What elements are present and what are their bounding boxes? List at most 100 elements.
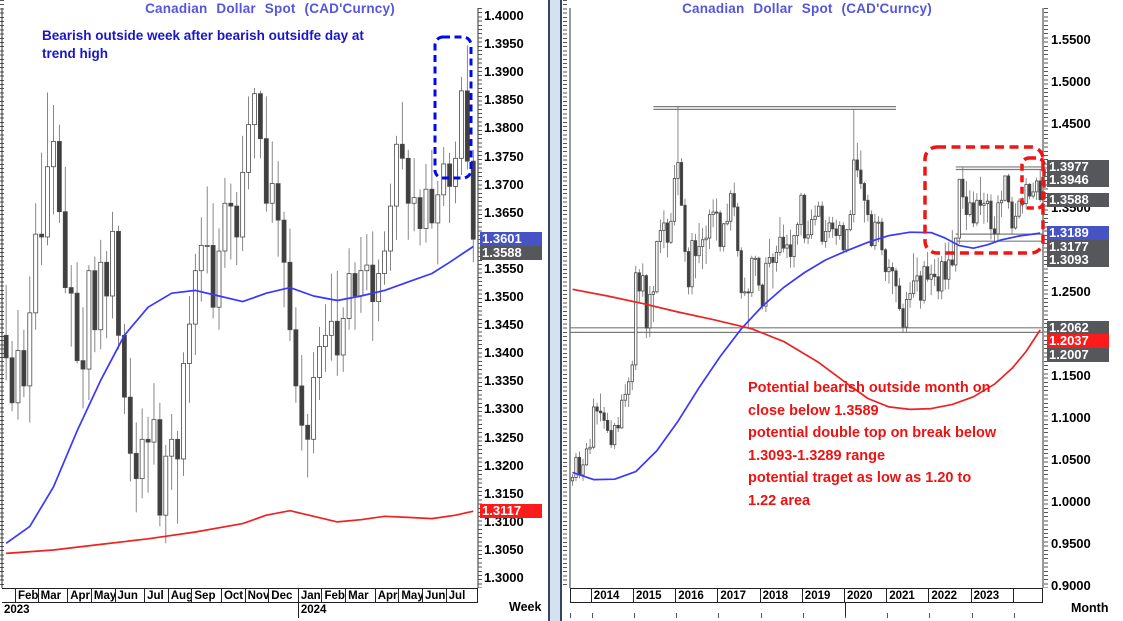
year-boundary-tick <box>802 613 804 618</box>
y-axis-tick-label: 1.2500 <box>1051 284 1091 299</box>
price-badge: 1.3117 <box>480 504 542 519</box>
ma-fast-line <box>5 245 474 544</box>
year-boundary-tick <box>570 613 571 618</box>
periodicity-label: Week <box>509 600 542 614</box>
month-cell: Jun <box>425 589 447 602</box>
y-axis-tick-label: 1.3500 <box>484 289 524 304</box>
month-cell: Apr <box>377 589 400 602</box>
y-axis-tick-label: 1.3250 <box>484 429 524 445</box>
y-axis-tick-label: 1.0000 <box>1051 494 1091 509</box>
year-band: 2023 2024 <box>2 603 478 618</box>
price-badge: 1.3946 <box>1047 173 1109 188</box>
y-axis-tick-label: 1.3200 <box>484 457 524 473</box>
y-axis-tick-label: 1.3150 <box>484 485 524 501</box>
month-cell: Sep <box>192 589 222 602</box>
month-cell: Mar <box>346 589 376 602</box>
y-axis-tick-label: 1.0500 <box>1051 452 1091 467</box>
year-cell: 2017 <box>718 589 761 602</box>
year-cell: 2023 <box>972 589 1014 602</box>
month-cell: Jun <box>116 589 146 602</box>
y-axis-tick-label: 1.3850 <box>484 92 524 108</box>
y-axis-tick-label: 1.1500 <box>1051 368 1091 383</box>
y-axis-tick-label: 1.3000 <box>484 570 524 585</box>
price-badge: 1.2037 <box>1047 334 1109 349</box>
y-axis-tick-label: 1.3950 <box>484 36 524 52</box>
price-badge: 1.3977 <box>1047 159 1109 174</box>
ma-slow-line <box>6 509 474 555</box>
ma-slow-line <box>572 288 1041 411</box>
year-cell: 2014 <box>592 589 634 602</box>
month-cell: Nov <box>247 589 270 602</box>
y-axis-tick-label: 0.9000 <box>1051 578 1091 593</box>
y-axis-tick-label: 1.3350 <box>484 373 524 389</box>
plot-frame <box>1 8 479 588</box>
year-cell: 2015 <box>634 589 677 602</box>
y-axis-tick-label: 1.5500 <box>1051 32 1091 47</box>
year-cell <box>570 589 592 602</box>
year-cell: 2021 <box>887 589 930 602</box>
month-cell: May <box>401 589 423 602</box>
left-tick-ruler <box>563 0 567 588</box>
month-cell: Jul <box>447 589 478 602</box>
price-badge: 1.3189 <box>1047 226 1109 241</box>
y-axis-tick-label: 1.5000 <box>1051 74 1091 89</box>
year-boundary-tick <box>676 613 678 618</box>
candles-layer <box>3 45 476 544</box>
bearish-outside-month-annotation: Potential bearish outside month on close… <box>748 380 997 509</box>
y-axis-tick-label: 1.3750 <box>484 148 524 164</box>
periodicity-label: Month <box>1071 601 1109 615</box>
weekly-chart-pane: Canadian Dollar Spot (CAD'Curncy) Bearis… <box>0 0 548 621</box>
monthly-candlestick-canvas[interactable] <box>562 0 1123 621</box>
price-badge: 1.3177 <box>1047 239 1109 254</box>
year-boundary-tick <box>1013 613 1015 618</box>
month-cell: Jul <box>145 589 169 602</box>
month-cell: Mar <box>39 589 69 602</box>
axis-tick-ruler <box>1044 8 1048 588</box>
y-axis-tick-label: 1.3650 <box>484 204 524 220</box>
highlight-box-0 <box>923 145 1045 255</box>
price-badge: 1.3588 <box>1047 192 1109 207</box>
y-axis-tick-label: 1.4000 <box>484 8 524 23</box>
bearish-outside-week-annotation: Bearish outside week after bearish outsi… <box>42 28 364 61</box>
y-axis-tick-label: 1.3800 <box>484 120 524 136</box>
price-badge: 1.2007 <box>1047 347 1109 362</box>
plot-frame <box>569 8 1044 588</box>
price-badge: 1.3601 <box>480 232 542 247</box>
year-boundary-tick <box>887 613 889 618</box>
price-badge: 1.3588 <box>480 245 542 260</box>
year-boundary-tick <box>971 613 973 618</box>
y-axis-tick-label: 1.3400 <box>484 345 524 361</box>
pane-divider[interactable] <box>548 0 562 621</box>
monthly-chart-pane: Canadian Dollar Spot (CAD'Curncy) Potent… <box>562 0 1123 621</box>
y-axis-tick-label: 1.3550 <box>484 260 524 276</box>
month-cell: Feb <box>324 589 347 602</box>
month-cell: Dec <box>269 589 299 602</box>
y-axis-tick-label: 1.3900 <box>484 64 524 80</box>
axis-tick-ruler <box>478 8 482 588</box>
y-axis-tick-label: 1.3700 <box>484 176 524 192</box>
y-axis-tick-label: 1.4500 <box>1051 116 1091 131</box>
year-boundary-tick <box>634 613 635 618</box>
month-cell: May <box>93 589 116 602</box>
chart-title: Canadian Dollar Spot (CAD'Curncy) <box>682 1 932 16</box>
year-cell: 2024 <box>300 604 327 616</box>
month-band: Feb Mar Apr May Jun Jul Aug Sep Oct Nov Dec Jan Feb M… <box>2 588 478 603</box>
weekly-candlestick-canvas[interactable] <box>0 0 548 621</box>
decade-divider <box>845 603 846 616</box>
month-cell: Jan <box>300 589 323 602</box>
candles-layer <box>570 107 1042 486</box>
year-band: 2014 2015 2016 2017 2018 2019 2020 2021 2022 2023 <box>570 588 1043 603</box>
year-boundary-tick <box>718 613 720 618</box>
price-badge: 1.3093 <box>1047 253 1109 268</box>
year-cell: 2018 <box>761 589 803 602</box>
year-boundary-tick <box>760 613 762 618</box>
y-axis-tick-label: 1.3450 <box>484 317 524 333</box>
month-cell: Feb <box>15 589 39 602</box>
chart-title: Canadian Dollar Spot (CAD'Curncy) <box>145 1 395 16</box>
year-boundary-tick <box>929 613 931 618</box>
year-cell: 2016 <box>676 589 719 602</box>
year-cell: 2023 <box>2 603 299 618</box>
price-badge: 1.2062 <box>1047 320 1109 335</box>
year-boundary-tick <box>591 613 593 618</box>
